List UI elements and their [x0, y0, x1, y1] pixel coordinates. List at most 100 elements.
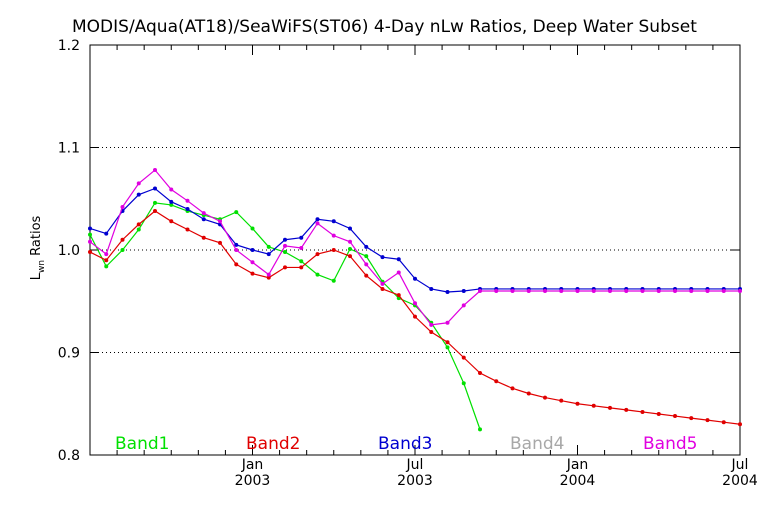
data-point-band5 — [592, 289, 596, 293]
y-tick-label: 0.9 — [58, 346, 80, 362]
data-point-band1 — [316, 273, 320, 277]
data-point-band2 — [251, 272, 255, 276]
data-point-band5 — [429, 323, 433, 327]
data-point-band3 — [413, 277, 417, 281]
series-group — [88, 168, 742, 431]
data-point-band5 — [494, 289, 498, 293]
data-point-band2 — [169, 219, 173, 223]
data-point-band2 — [364, 274, 368, 278]
data-point-band5 — [624, 289, 628, 293]
data-point-band2 — [576, 402, 580, 406]
data-point-band2 — [381, 287, 385, 291]
data-point-band5 — [657, 289, 661, 293]
x-tick-label-year: 2003 — [397, 473, 433, 489]
data-point-band2 — [429, 330, 433, 334]
data-point-band5 — [608, 289, 612, 293]
data-point-band1 — [137, 228, 141, 232]
data-point-band1 — [446, 345, 450, 349]
data-point-band5 — [641, 289, 645, 293]
data-point-band5 — [397, 271, 401, 275]
legend-band2: Band2 — [246, 434, 300, 454]
y-tick-label: 1.0 — [58, 243, 80, 259]
data-point-band3 — [446, 290, 450, 294]
legend-band5: Band5 — [643, 434, 697, 454]
data-point-band5 — [559, 289, 563, 293]
data-point-band5 — [738, 289, 742, 293]
data-point-band5 — [381, 282, 385, 286]
data-point-band2 — [462, 356, 466, 360]
chart: MODIS/Aqua(AT18)/SeaWiFS(ST06) 4-Day nLw… — [0, 0, 768, 512]
data-point-band1 — [234, 210, 238, 214]
data-point-band2 — [592, 404, 596, 408]
data-point-band1 — [478, 427, 482, 431]
data-point-band3 — [267, 252, 271, 256]
data-point-band2 — [218, 241, 222, 245]
data-point-band5 — [706, 289, 710, 293]
data-point-band2 — [348, 254, 352, 258]
data-point-band2 — [121, 238, 125, 242]
data-point-band2 — [316, 252, 320, 256]
data-point-band5 — [689, 289, 693, 293]
data-point-band1 — [332, 279, 336, 283]
data-point-band5 — [673, 289, 677, 293]
data-point-band3 — [137, 193, 141, 197]
data-point-band3 — [348, 226, 352, 230]
legend-band3: Band3 — [378, 434, 432, 454]
data-point-band2 — [494, 379, 498, 383]
data-point-band3 — [397, 257, 401, 261]
data-point-band1 — [104, 264, 108, 268]
data-point-band2 — [624, 408, 628, 412]
data-point-band2 — [88, 250, 92, 254]
x-tick-label-month: Jul — [731, 457, 749, 473]
y-tick-label: 1.2 — [58, 38, 80, 54]
data-point-band1 — [121, 248, 125, 252]
y-axis-label: Lwn Ratios — [29, 215, 47, 280]
data-point-band5 — [299, 246, 303, 250]
grid — [90, 148, 740, 353]
data-point-band2 — [706, 418, 710, 422]
series-line-band1 — [90, 203, 480, 430]
x-tick-label-year: 2004 — [722, 473, 758, 489]
data-point-band5 — [332, 234, 336, 238]
data-point-band5 — [722, 289, 726, 293]
data-point-band3 — [462, 289, 466, 293]
data-point-band2 — [543, 396, 547, 400]
data-point-band2 — [186, 228, 190, 232]
chart-title: MODIS/Aqua(AT18)/SeaWiFS(ST06) 4-Day nLw… — [72, 17, 697, 37]
data-point-band5 — [104, 252, 108, 256]
data-point-band5 — [316, 221, 320, 225]
data-point-band2 — [527, 392, 531, 396]
data-point-band2 — [299, 265, 303, 269]
data-point-band1 — [462, 381, 466, 385]
data-point-band5 — [348, 240, 352, 244]
data-point-band2 — [673, 414, 677, 418]
data-point-band3 — [186, 207, 190, 211]
data-point-band5 — [413, 301, 417, 305]
data-point-band2 — [641, 410, 645, 414]
data-point-band5 — [462, 303, 466, 307]
data-point-band5 — [364, 262, 368, 266]
data-point-band3 — [88, 226, 92, 230]
data-point-band3 — [153, 187, 157, 191]
data-point-band5 — [169, 188, 173, 192]
data-point-band1 — [251, 226, 255, 230]
data-point-band5 — [121, 205, 125, 209]
data-point-band2 — [137, 222, 141, 226]
data-point-band3 — [316, 217, 320, 221]
data-point-band1 — [267, 245, 271, 249]
data-point-band3 — [202, 217, 206, 221]
data-point-band3 — [104, 232, 108, 236]
y-tick-label: 0.8 — [58, 448, 80, 464]
data-point-band2 — [234, 262, 238, 266]
legend: Band1 Band2 Band3 Band4 Band5 — [115, 434, 697, 454]
data-point-band1 — [299, 259, 303, 263]
x-tick-label-year: 2003 — [235, 473, 271, 489]
data-point-band5 — [251, 260, 255, 264]
x-tick-label-year: 2004 — [560, 473, 596, 489]
data-point-band5 — [88, 240, 92, 244]
data-point-band2 — [202, 236, 206, 240]
data-point-band3 — [251, 248, 255, 252]
data-point-band5 — [202, 211, 206, 215]
data-point-band3 — [381, 255, 385, 259]
data-point-band2 — [689, 416, 693, 420]
